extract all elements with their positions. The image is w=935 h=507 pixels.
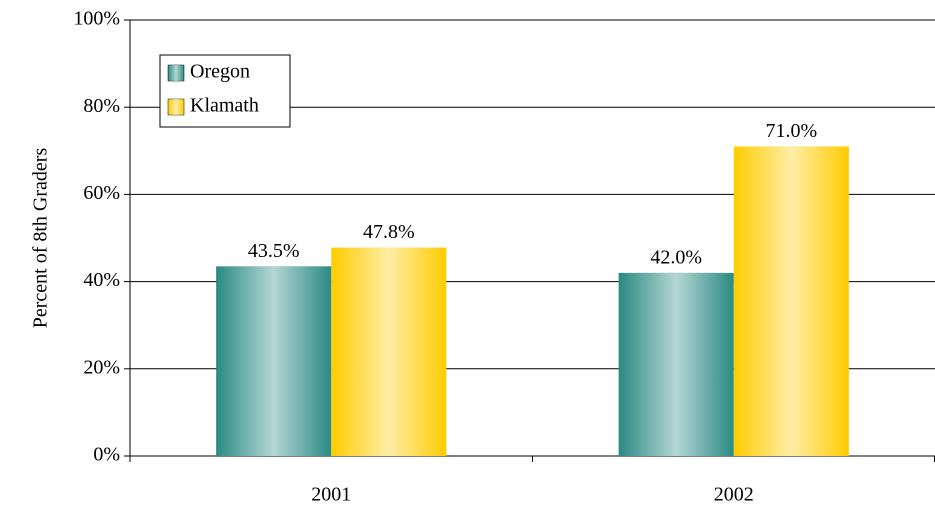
y-tick-label: 20% xyxy=(83,356,120,378)
bar-sheen xyxy=(733,146,849,456)
value-label: 43.5% xyxy=(248,240,300,262)
legend-label: Klamath xyxy=(190,95,259,117)
bar-sheen xyxy=(331,247,447,456)
legend-swatch-sheen xyxy=(168,65,184,81)
legend-label: Oregon xyxy=(190,61,250,83)
value-label: 42.0% xyxy=(650,246,702,268)
value-label: 71.0% xyxy=(765,120,817,142)
x-tick-label: 2001 xyxy=(311,484,351,506)
y-tick-label: 0% xyxy=(93,444,120,466)
bar-sheen xyxy=(618,272,734,456)
y-tick-label: 40% xyxy=(83,269,120,291)
x-tick-label: 2002 xyxy=(714,484,754,506)
bar-sheen xyxy=(216,266,332,456)
value-label: 47.8% xyxy=(363,221,415,243)
y-tick-label: 80% xyxy=(83,95,120,117)
legend-swatch-sheen xyxy=(168,99,184,115)
y-tick-label: 100% xyxy=(73,8,120,30)
y-axis-label: Percent of 8th Graders xyxy=(30,148,52,329)
y-tick-label: 60% xyxy=(83,182,120,204)
